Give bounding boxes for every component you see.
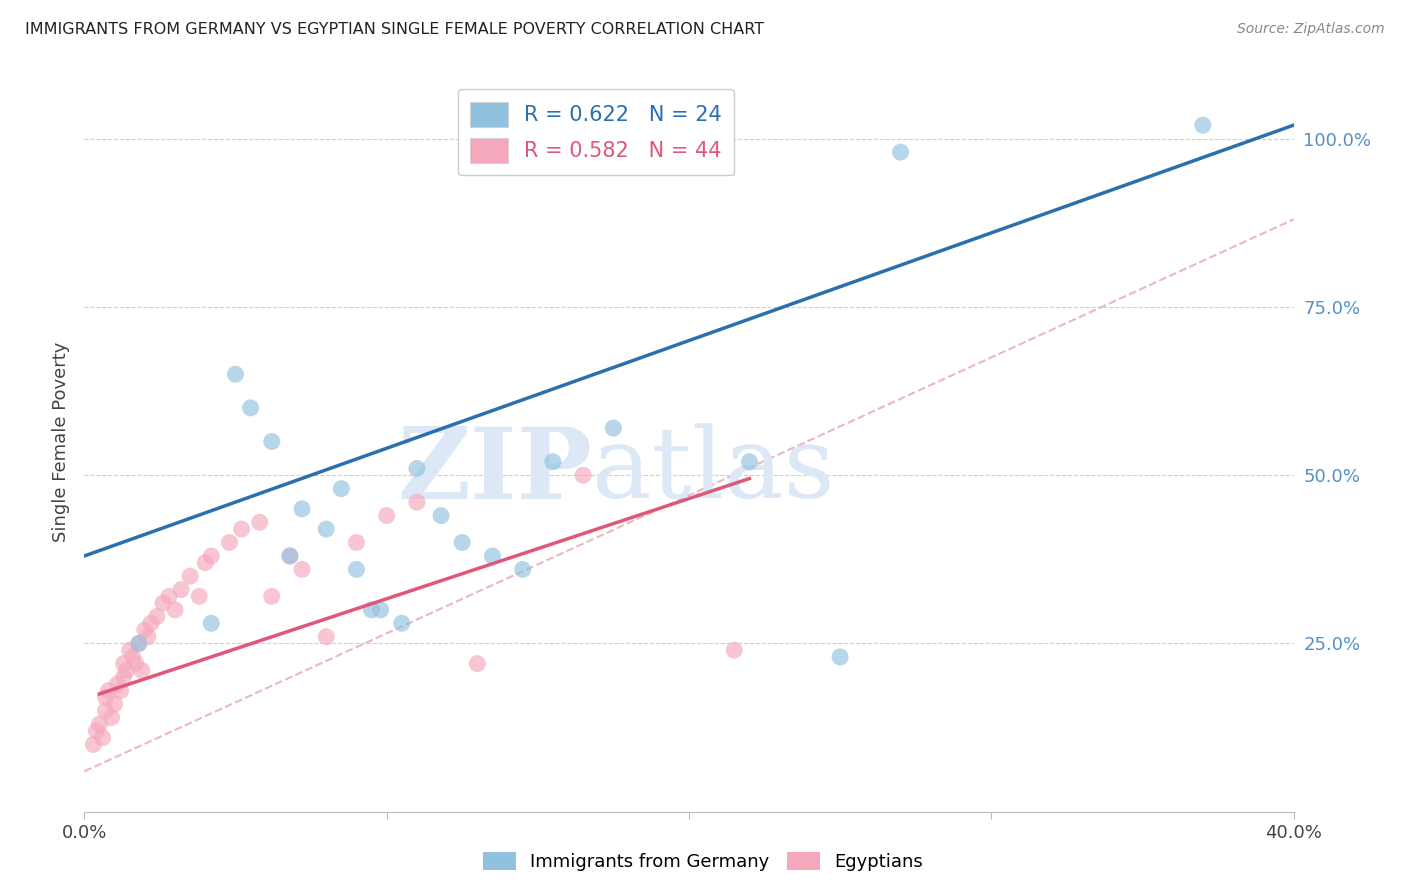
Point [346,562,368,576]
Point [451,535,474,549]
Point [146,609,169,624]
Point [231,522,253,536]
Point [375,508,398,523]
Point [194,556,217,570]
Point [330,482,353,496]
Point [249,516,271,530]
Point [260,590,283,604]
Y-axis label: Single Female Poverty: Single Female Poverty [52,342,70,541]
Point [315,630,337,644]
Point [131,664,153,678]
Point [430,508,453,523]
Point [315,522,337,536]
Point [104,697,127,711]
Point [360,603,382,617]
Text: ZIP: ZIP [398,423,592,520]
Point [112,657,135,671]
Point [890,145,912,160]
Point [170,582,193,597]
Point [91,731,114,745]
Point [136,630,159,644]
Point [239,401,262,415]
Point [112,670,135,684]
Point [128,636,150,650]
Point [107,677,129,691]
Point [541,455,564,469]
Point [94,690,117,705]
Point [118,643,141,657]
Point [278,549,301,563]
Point [512,562,534,576]
Point [225,368,247,382]
Point [100,710,122,724]
Point [218,535,240,549]
Point [602,421,624,435]
Point [260,434,283,449]
Point [346,535,368,549]
Point [830,649,852,664]
Legend: R = 0.622   N = 24, R = 0.582   N = 44: R = 0.622 N = 24, R = 0.582 N = 44 [457,89,734,176]
Point [370,603,392,617]
Point [128,636,150,650]
Point [406,495,429,509]
Point [278,549,301,563]
Point [200,616,222,631]
Point [481,549,503,563]
Point [1192,118,1215,132]
Point [94,704,117,718]
Legend: Immigrants from Germany, Egyptians: Immigrants from Germany, Egyptians [475,845,931,879]
Point [89,717,111,731]
Point [157,590,180,604]
Point [391,616,413,631]
Point [291,501,314,516]
Point [291,562,314,576]
Point [200,549,222,563]
Point [139,616,162,631]
Point [121,649,143,664]
Point [82,738,104,752]
Point [572,468,595,483]
Point [125,657,148,671]
Text: Source: ZipAtlas.com: Source: ZipAtlas.com [1237,22,1385,37]
Point [179,569,201,583]
Point [738,455,761,469]
Point [467,657,489,671]
Point [115,664,138,678]
Point [86,723,108,738]
Point [152,596,174,610]
Point [165,603,187,617]
Point [406,461,429,475]
Text: atlas: atlas [592,424,835,519]
Text: IMMIGRANTS FROM GERMANY VS EGYPTIAN SINGLE FEMALE POVERTY CORRELATION CHART: IMMIGRANTS FROM GERMANY VS EGYPTIAN SING… [25,22,765,37]
Point [188,590,211,604]
Point [134,623,156,637]
Point [97,683,120,698]
Point [723,643,745,657]
Point [110,683,132,698]
